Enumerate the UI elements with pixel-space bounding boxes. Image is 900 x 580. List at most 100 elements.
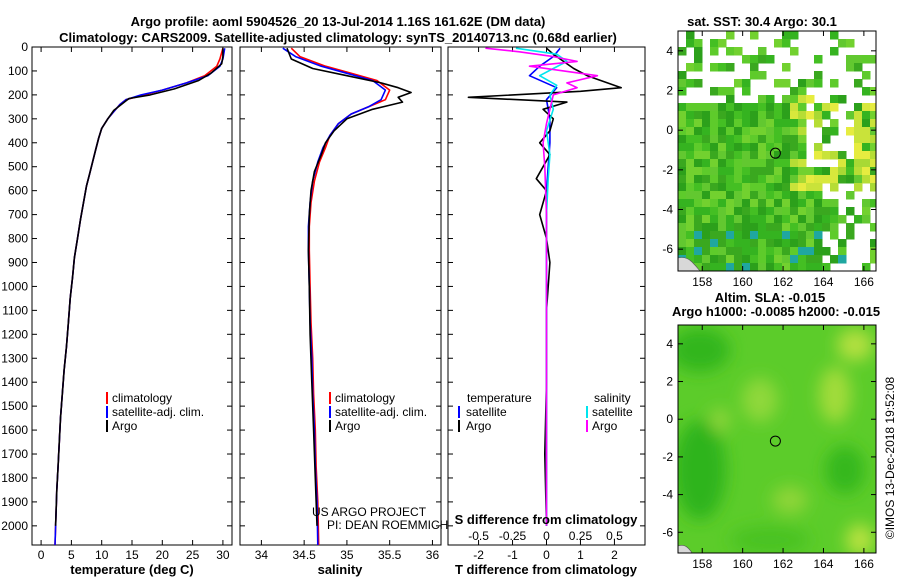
sst-cell: [838, 255, 847, 264]
sst-cell: [830, 31, 839, 40]
sst-cell: [686, 39, 695, 48]
sst-cell: [806, 79, 815, 88]
sst-cell: [822, 175, 831, 184]
sst-cell: [766, 215, 775, 224]
sst-cell: [798, 231, 807, 240]
sla-map-frame: [677, 324, 877, 554]
x-tick-label: 25: [186, 548, 200, 562]
sst-cell: [742, 87, 751, 96]
sst-cell: [806, 231, 815, 240]
y-tick-label: 1400: [1, 375, 28, 389]
x-tick-label: 35.5: [378, 548, 402, 562]
sst-cell: [710, 231, 719, 240]
sst-cell: [830, 231, 839, 240]
sst-cell: [766, 135, 775, 144]
sst-cell: [710, 255, 719, 264]
sst-cell: [726, 135, 735, 144]
x-tick-label: 2: [611, 548, 618, 562]
legend-t-satellite-label: satellite: [466, 405, 507, 419]
y-tick-label: 1100: [2, 303, 28, 317]
sst-cell: [758, 207, 767, 216]
sst-cell: [710, 47, 719, 56]
sst-cell: [814, 55, 823, 64]
x-tick-label: 34: [255, 548, 269, 562]
sst-cell: [798, 159, 807, 168]
sst-cell: [678, 119, 687, 128]
sst-cell: [734, 183, 743, 192]
sst-cell: [870, 127, 876, 136]
sst-cell: [790, 47, 799, 56]
sst-cell: [798, 127, 807, 136]
sst-cell: [766, 239, 775, 248]
x-tick-label: 35: [340, 548, 354, 562]
sst-cell: [822, 223, 831, 232]
sst-cell: [694, 191, 703, 200]
salinity-panel: 34 34.5 35 35.5 36 salinity climatology sate…: [239, 46, 448, 577]
sst-cell: [862, 207, 871, 216]
sst-cell: [782, 255, 791, 264]
sst-cell: [766, 151, 775, 160]
sst-cell: [694, 151, 703, 160]
sst-cell: [750, 55, 759, 64]
sst-cell: [830, 119, 839, 128]
sst-cell: [734, 47, 743, 56]
sst-cell: [838, 159, 847, 168]
sst-cell: [798, 207, 807, 216]
sst-cell: [830, 103, 839, 112]
sst-cell: [694, 239, 703, 248]
sst-cell: [806, 95, 815, 104]
series-line-satellite-adj-clim-: [54, 48, 226, 545]
sst-cell: [822, 111, 831, 120]
sst-cell: [798, 199, 807, 208]
sst-cell: [758, 111, 767, 120]
sst-cell: [854, 215, 863, 224]
sst-cell: [822, 103, 831, 112]
sst-cell: [766, 103, 775, 112]
sst-cell: [694, 183, 703, 192]
sst-cell: [830, 207, 839, 216]
sst-cell: [678, 231, 687, 240]
sst-cell: [734, 215, 743, 224]
legend-t-argo-label: Argo: [466, 419, 492, 433]
sst-cell: [694, 119, 703, 128]
y-tick-label: 4: [666, 44, 673, 58]
sst-cell: [742, 79, 751, 88]
sst-cell: [766, 199, 775, 208]
sst-cell: [742, 215, 751, 224]
sst-cell: [694, 199, 703, 208]
sst-cell: [702, 135, 711, 144]
sst-cell: [774, 199, 783, 208]
sst-cell: [734, 111, 743, 120]
sst-cell: [678, 191, 687, 200]
sst-cell: [742, 111, 751, 120]
sst-cell: [742, 247, 751, 256]
sst-cell: [838, 95, 847, 104]
sst-cell: [766, 95, 775, 104]
series-line-satellite-adj-clim-: [282, 47, 387, 545]
sst-cell: [742, 255, 751, 264]
sst-cell: [806, 247, 815, 256]
sst-cell: [774, 143, 783, 152]
sst-cell: [790, 231, 799, 240]
sst-cell: [782, 239, 791, 248]
sst-cell: [854, 143, 863, 152]
sst-cell: [782, 175, 791, 184]
sst-cell: [790, 183, 799, 192]
sst-cell: [790, 87, 799, 96]
sst-cell: [726, 167, 735, 176]
sst-cell: [734, 263, 743, 271]
sst-cell: [790, 103, 799, 112]
sst-cell: [846, 63, 855, 72]
y-tick-label: 2000: [1, 519, 28, 533]
sst-cell: [702, 183, 711, 192]
sst-cell: [862, 151, 871, 160]
sst-cell: [814, 119, 823, 128]
sst-cell: [694, 247, 703, 256]
s-tick-label: 0.5: [606, 529, 623, 543]
sst-cell: [854, 63, 863, 72]
sst-cell: [790, 263, 799, 271]
sst-cell: [734, 119, 743, 128]
legend-satellite-label: satellite-adj. clim.: [335, 405, 427, 419]
sst-cell: [798, 87, 807, 96]
sst-cell: [750, 263, 759, 271]
